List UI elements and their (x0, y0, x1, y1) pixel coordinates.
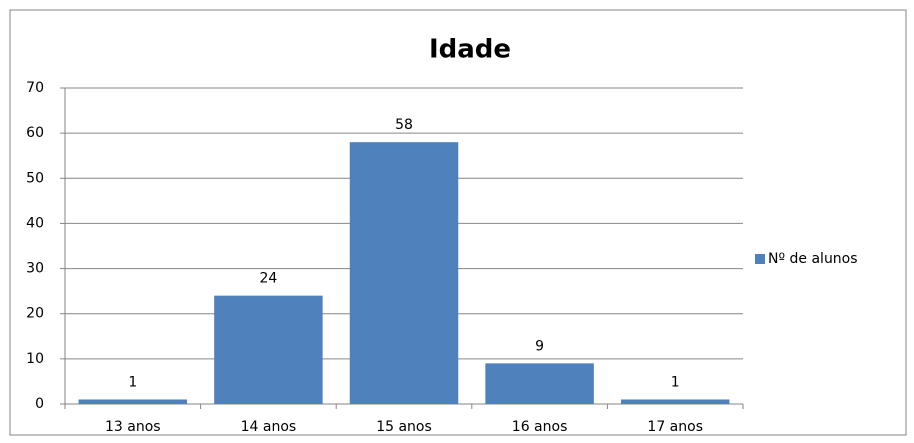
data-label: 9 (535, 338, 544, 354)
x-tick-label: 16 anos (512, 419, 568, 435)
y-tick-label: 60 (26, 125, 44, 141)
data-label: 1 (128, 374, 137, 390)
x-tick-label: 17 anos (647, 419, 703, 435)
y-tick-label: 20 (26, 306, 44, 322)
bar (349, 142, 459, 404)
bar (620, 399, 730, 404)
y-tick-label: 30 (26, 261, 44, 277)
x-tick-label: 15 anos (376, 419, 432, 435)
data-label: 1 (671, 374, 680, 390)
data-label: 58 (395, 117, 413, 133)
legend-swatch (755, 254, 765, 264)
bar (485, 363, 594, 404)
y-tick-label: 70 (26, 80, 44, 96)
x-tick-label: 13 anos (105, 419, 161, 435)
data-label: 24 (259, 271, 277, 287)
bar (214, 295, 323, 404)
y-tick-label: 10 (26, 351, 44, 367)
y-tick-label: 50 (26, 170, 44, 186)
x-tick-label: 14 anos (241, 419, 297, 435)
y-tick-label: 40 (26, 215, 44, 231)
legend-label: Nº de alunos (768, 251, 858, 267)
bar (78, 399, 188, 404)
chart-title: Idade (429, 35, 511, 65)
y-tick-label: 0 (35, 396, 44, 412)
